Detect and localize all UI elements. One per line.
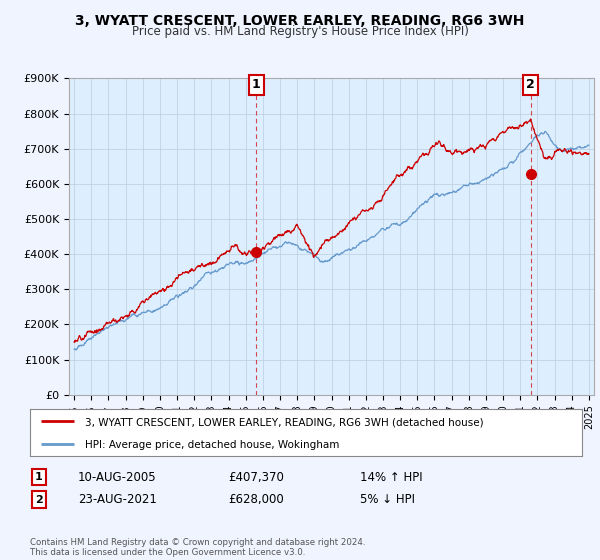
- Text: 5% ↓ HPI: 5% ↓ HPI: [360, 493, 415, 506]
- Text: 23-AUG-2021: 23-AUG-2021: [78, 493, 157, 506]
- Text: 1: 1: [251, 78, 260, 91]
- Text: £628,000: £628,000: [228, 493, 284, 506]
- Text: Contains HM Land Registry data © Crown copyright and database right 2024.
This d: Contains HM Land Registry data © Crown c…: [30, 538, 365, 557]
- Text: 3, WYATT CRESCENT, LOWER EARLEY, READING, RG6 3WH: 3, WYATT CRESCENT, LOWER EARLEY, READING…: [76, 14, 524, 28]
- Text: £407,370: £407,370: [228, 470, 284, 484]
- Text: 2: 2: [35, 494, 43, 505]
- Text: HPI: Average price, detached house, Wokingham: HPI: Average price, detached house, Woki…: [85, 440, 340, 450]
- Text: Price paid vs. HM Land Registry's House Price Index (HPI): Price paid vs. HM Land Registry's House …: [131, 25, 469, 38]
- Text: 10-AUG-2005: 10-AUG-2005: [78, 470, 157, 484]
- Text: 2: 2: [526, 78, 535, 91]
- Text: 1: 1: [35, 472, 43, 482]
- Text: 14% ↑ HPI: 14% ↑ HPI: [360, 470, 422, 484]
- Text: 3, WYATT CRESCENT, LOWER EARLEY, READING, RG6 3WH (detached house): 3, WYATT CRESCENT, LOWER EARLEY, READING…: [85, 417, 484, 427]
